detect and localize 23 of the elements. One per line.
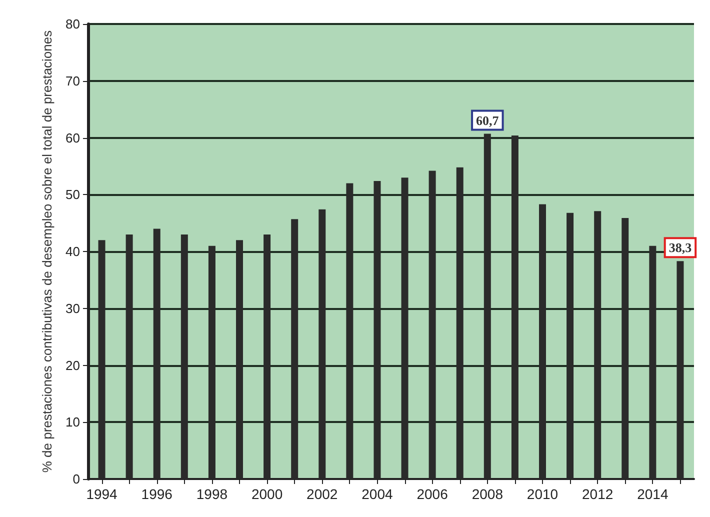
x-tick-label: 1996 bbox=[141, 486, 173, 502]
x-tick-label: 2010 bbox=[526, 486, 558, 502]
y-tick-label: 40 bbox=[66, 244, 80, 259]
x-tick-label: 2008 bbox=[472, 486, 504, 502]
y-tick-label: 60 bbox=[66, 130, 80, 146]
y-tick-label: 10 bbox=[66, 414, 80, 430]
x-tick-label: 1998 bbox=[196, 486, 228, 502]
x-tick-label: 2014 bbox=[637, 486, 668, 502]
y-tick-label: 30 bbox=[66, 300, 80, 316]
y-axis-title: % de prestaciones contributivas de desempleo sobre el total de prestaciones bbox=[40, 30, 55, 473]
x-tick-label: 2000 bbox=[251, 486, 283, 502]
data-label: 60,7 bbox=[476, 112, 500, 128]
x-tick-label: 2002 bbox=[306, 486, 338, 502]
y-tick-label: 70 bbox=[66, 73, 80, 88]
data-label: 38,3 bbox=[668, 240, 692, 256]
y-tick-label: 20 bbox=[66, 358, 80, 373]
x-tick-label: 1994 bbox=[86, 486, 118, 502]
x-tick-label: 2012 bbox=[582, 486, 614, 502]
x-tick-label: 2006 bbox=[416, 486, 448, 502]
y-tick-label: 80 bbox=[66, 16, 80, 32]
x-tick-label: 2004 bbox=[362, 486, 394, 502]
y-tick-label: 50 bbox=[66, 187, 80, 202]
y-tick-label: 0 bbox=[72, 472, 80, 486]
